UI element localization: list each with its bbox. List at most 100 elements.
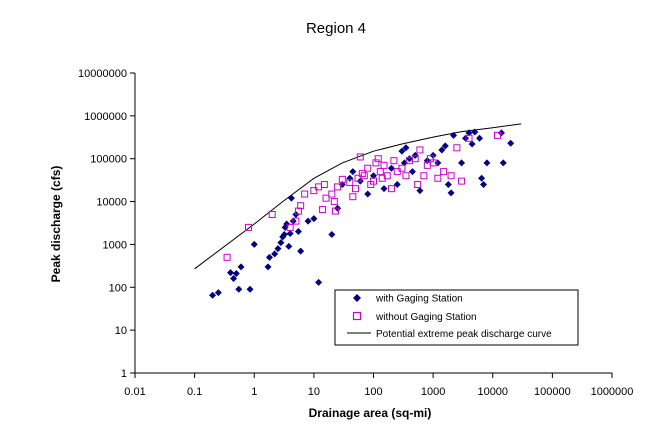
no-gaging-station-point xyxy=(319,206,327,214)
y-tick-label: 10 xyxy=(115,325,127,337)
y-tick-label: 10000 xyxy=(96,197,127,209)
no-gaging-station-point xyxy=(349,193,357,201)
x-tick-label: 10 xyxy=(308,386,320,398)
points-layer xyxy=(209,128,515,299)
no-gaging-station-point xyxy=(301,190,309,198)
no-gaging-station-point xyxy=(390,157,398,165)
gaging-station-point xyxy=(250,240,258,248)
no-gaging-station-point xyxy=(297,202,305,210)
gaging-station-point xyxy=(471,128,479,136)
gaging-station-point xyxy=(468,140,476,148)
x-tick-label: 1 xyxy=(251,386,257,398)
no-gaging-station-point xyxy=(458,177,466,185)
gaging-station-point xyxy=(398,147,406,155)
legend-item-without-gaging-station: without Gaging Station xyxy=(352,311,477,323)
x-tick-label: 1000000 xyxy=(591,386,634,398)
no-gaging-station-point xyxy=(414,181,422,189)
gaging-station-point xyxy=(230,275,238,283)
gaging-station-point xyxy=(458,159,466,167)
y-axis-label: Peak discharge (cfs) xyxy=(49,166,63,283)
gaging-station-point xyxy=(387,164,395,172)
no-gaging-station-point xyxy=(387,185,395,193)
no-gaging-station-point xyxy=(352,185,360,193)
legend-label-with-gaging-station: with Gaging Station xyxy=(375,294,463,305)
gaging-station-point xyxy=(328,231,336,239)
gaging-station-point xyxy=(465,129,473,137)
gaging-station-point xyxy=(294,228,302,236)
gaging-station-point xyxy=(209,291,217,299)
no-gaging-station-point xyxy=(244,223,252,231)
gaging-station-point xyxy=(416,187,424,195)
x-tick-label: 100000 xyxy=(534,386,571,398)
gaging-station-point xyxy=(499,159,507,167)
legend-label-extreme-curve: Potential extreme peak discharge curve xyxy=(376,329,552,340)
gaging-station-point xyxy=(280,231,288,239)
no-gaging-station-point xyxy=(292,217,300,225)
gaging-station-point xyxy=(447,189,455,197)
legend-item-extreme-curve: Potential extreme peak discharge curve xyxy=(347,329,552,340)
no-gaging-station-point xyxy=(411,155,419,163)
gaging-station-point xyxy=(346,174,354,182)
x-tick-label: 10000 xyxy=(477,386,508,398)
gaging-station-point xyxy=(232,269,240,277)
axes-layer: 0.01 0.1 1 10 100 1000 10000 100000 1000000 1 10 10… xyxy=(78,68,633,398)
gaging-station-point xyxy=(393,181,401,189)
gaging-station-point xyxy=(364,190,372,198)
legend: with Gaging Station without Gaging Stati… xyxy=(334,289,579,346)
x-axis-label: Drainage area (sq-mi) xyxy=(309,406,432,420)
x-tick-label: 100 xyxy=(364,386,382,398)
no-gaging-station-point xyxy=(376,168,384,176)
legend-box xyxy=(334,289,579,346)
no-gaging-station-point xyxy=(338,175,346,183)
gaging-station-point xyxy=(349,168,357,176)
gaging-station-point xyxy=(271,250,279,258)
legend-diamond-marker xyxy=(353,294,361,302)
x-tick-label: 1000 xyxy=(421,386,445,398)
no-gaging-station-point xyxy=(223,253,231,261)
gaging-station-point xyxy=(315,278,323,286)
no-gaging-station-point xyxy=(453,144,461,152)
gaging-station-point xyxy=(264,263,272,271)
no-gaging-station-point xyxy=(420,172,428,180)
gaging-station-point xyxy=(434,159,442,167)
no-gaging-station-point xyxy=(447,172,455,180)
no-gaging-station-point xyxy=(402,172,410,180)
gaging-station-point xyxy=(450,131,458,139)
gaging-station-point xyxy=(405,155,413,163)
chart-title: Region 4 xyxy=(306,20,366,37)
no-gaging-station-point xyxy=(294,207,302,215)
legend-label-without-gaging-station: without Gaging Station xyxy=(375,312,477,323)
gaging-station-point xyxy=(235,285,243,293)
gaging-station-point xyxy=(246,285,254,293)
no-gaging-station-point xyxy=(398,164,406,172)
no-gaging-station-point xyxy=(429,159,437,167)
legend-square-marker xyxy=(352,311,362,321)
no-gaging-station-point xyxy=(328,190,336,198)
no-gaging-station-point xyxy=(370,177,377,185)
curve-layer xyxy=(194,123,522,270)
no-gaging-station-point xyxy=(465,134,473,142)
gaging-station-point xyxy=(265,253,273,261)
no-gaging-station-point xyxy=(378,174,386,182)
no-gaging-station-point xyxy=(356,153,364,161)
gaging-station-point xyxy=(227,269,235,277)
gaging-station-point xyxy=(287,194,295,202)
no-gaging-station-point xyxy=(434,174,442,182)
y-tick-label: 1 xyxy=(121,368,127,380)
no-gaging-station-point xyxy=(383,172,391,180)
no-gaging-station-point xyxy=(364,164,372,172)
no-gaging-station-point xyxy=(286,223,294,231)
gaging-station-point xyxy=(408,168,416,176)
gaging-station-point xyxy=(286,229,294,237)
y-tick-label: 100000 xyxy=(90,154,127,166)
no-gaging-station-point xyxy=(493,131,501,139)
no-gaging-station-point xyxy=(374,155,382,163)
gaging-station-point xyxy=(370,172,377,180)
gaging-station-point xyxy=(310,215,318,223)
y-tick-label: 1000 xyxy=(103,239,127,251)
gaging-station-point xyxy=(438,146,446,154)
gaging-station-point xyxy=(476,134,484,142)
legend-item-with-gaging-station: with Gaging Station xyxy=(353,294,463,305)
gaging-station-point xyxy=(478,174,486,182)
